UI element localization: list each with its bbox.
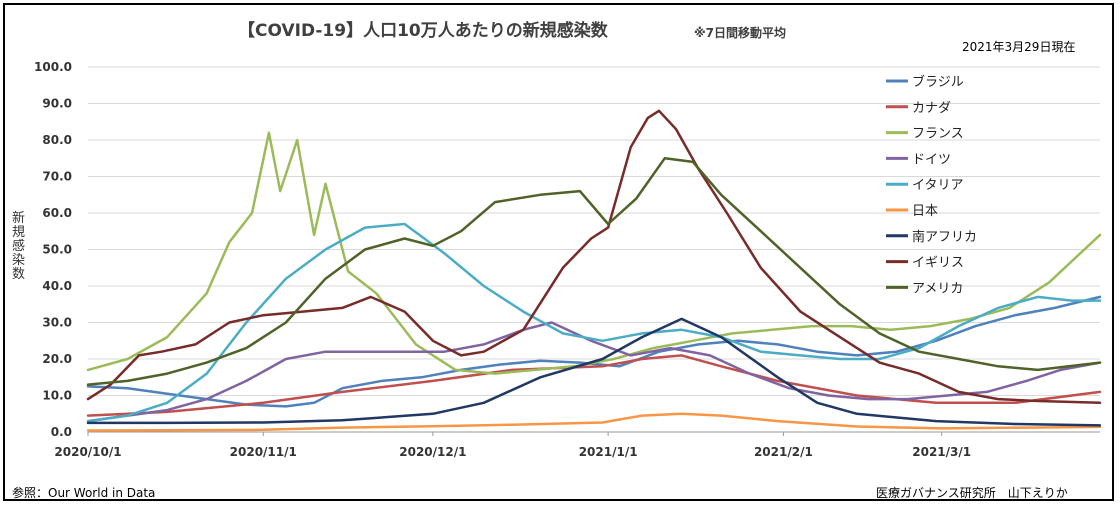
legend-label: イタリア	[912, 178, 963, 193]
y-tick-label: 80.0	[42, 133, 72, 147]
legend-label: イギリス	[912, 256, 964, 271]
legend-label: フランス	[912, 127, 964, 142]
series-line-南アフリカ	[86, 317, 1102, 427]
x-tick-label: 2021/2/1	[754, 445, 813, 459]
x-tick-label: 2021/1/1	[579, 445, 638, 459]
series-line-イタリア	[86, 222, 1102, 423]
series-line-ブラジル	[86, 295, 1102, 408]
x-tick-label: 2021/3/1	[912, 445, 971, 459]
y-tick-label: 0.0	[51, 425, 72, 439]
y-tick-label: 50.0	[42, 243, 72, 257]
source-note: 参照：Our World in Data	[12, 486, 156, 500]
legend-label: 南アフリカ	[912, 229, 977, 245]
y-tick-label: 30.0	[42, 316, 72, 330]
as-of-date: 2021年3月29日現在	[962, 40, 1076, 54]
series-line-ドイツ	[86, 321, 1102, 423]
x-tick-label: 2020/11/1	[230, 445, 297, 459]
legend-label: ドイツ	[912, 152, 951, 167]
series-line-イギリス	[86, 109, 1102, 405]
y-tick-label: 20.0	[42, 352, 72, 366]
legend-label: アメリカ	[912, 281, 963, 296]
y-tick-label: 70.0	[42, 170, 72, 184]
chart-subtitle: ※7日間移動平均	[694, 26, 787, 40]
series-line-フランス	[86, 131, 1102, 375]
chart-frame	[3, 3, 1114, 501]
legend-label: 日本	[912, 204, 938, 219]
author-note: 医療ガバナンス研究所 山下えりか	[876, 486, 1068, 500]
y-tick-label: 100.0	[34, 60, 72, 74]
x-tick-label: 2020/12/1	[399, 445, 466, 459]
legend-label: ブラジル	[912, 74, 964, 90]
y-tick-label: 90.0	[42, 97, 72, 111]
y-tick-label: 10.0	[42, 389, 72, 403]
series-line-日本	[86, 412, 1102, 432]
legend-label: カナダ	[912, 101, 951, 116]
x-tick-label: 2020/10/1	[54, 445, 121, 459]
y-tick-label: 40.0	[42, 279, 72, 293]
y-axis-label: 新規感染数	[12, 211, 26, 282]
y-tick-label: 60.0	[42, 206, 72, 220]
series-line-カナダ	[86, 354, 1102, 417]
series-line-アメリカ	[86, 157, 1102, 386]
chart-title: 【COVID-19】人口10万人あたりの新規感染数	[238, 21, 608, 41]
